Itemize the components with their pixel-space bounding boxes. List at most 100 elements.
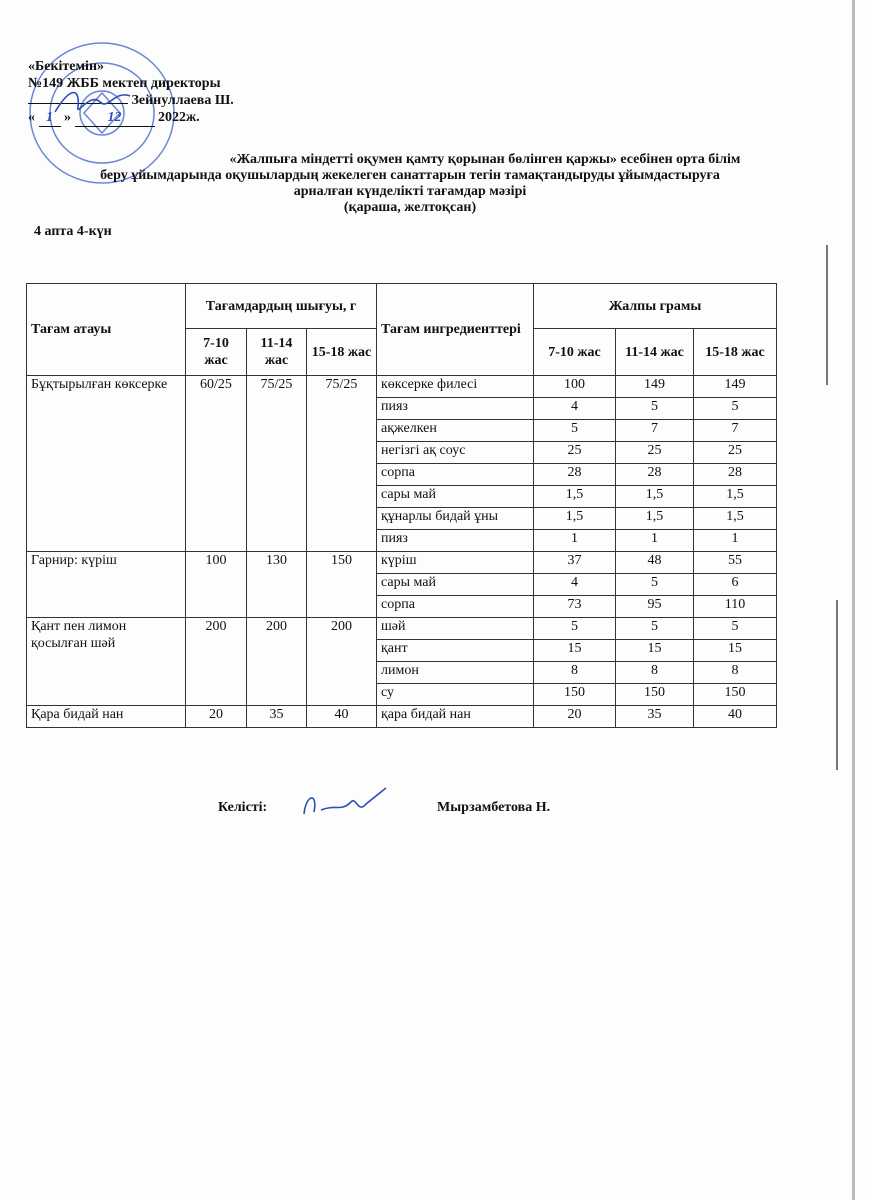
ingredient-grams: 5 [615, 573, 694, 596]
ingredient-grams: 4 [533, 397, 616, 420]
ingredient-name: шәй [376, 617, 534, 640]
ingredient-grams: 15 [533, 639, 616, 662]
table-row: негізгі ақ соус 25 25 25 [27, 441, 777, 464]
dish-output: 60/25 [185, 375, 247, 552]
ingredient-grams: 1,5 [693, 507, 777, 530]
ingredient-name: сары май [376, 485, 534, 508]
approval-block: «Бекітемін» №149 ЖББ мектеп директоры Зе… [28, 58, 234, 127]
ingredient-grams: 28 [533, 463, 616, 486]
dish-output: 75/25 [306, 375, 377, 552]
ingredient-name: ақжелкен [376, 419, 534, 442]
ingredient-grams: 1 [533, 529, 616, 552]
ingredient-grams: 7 [693, 419, 777, 442]
ingredient-grams: 5 [615, 617, 694, 640]
ingredient-grams: 8 [615, 661, 694, 684]
dish-name: Қант пен лимон қосылған шәй [26, 617, 186, 706]
header-total-15-18: 15-18 жас [693, 328, 777, 376]
ingredient-grams: 149 [615, 375, 694, 398]
ingredient-grams: 28 [693, 463, 777, 486]
header-age-7-10: 7-10 жас [185, 328, 247, 376]
ingredient-grams: 110 [693, 595, 777, 618]
ingredient-name: пияз [376, 397, 534, 420]
ingredient-grams: 37 [533, 551, 616, 574]
ingredient-grams: 35 [615, 705, 694, 728]
ingredient-grams: 15 [615, 639, 694, 662]
dish-output: 150 [306, 551, 377, 618]
ingredient-name: сорпа [376, 463, 534, 486]
dish-name: Гарнир: күріш [26, 551, 186, 618]
menu-table: Тағам атауы Тағамдардың шығуы, г Тағам и… [26, 283, 777, 728]
ingredient-grams: 8 [533, 661, 616, 684]
scan-artifact [836, 600, 838, 770]
header-output: Тағамдардың шығуы, г [185, 283, 377, 329]
agreed-name: Мырзамбетова Н. [437, 800, 551, 815]
ingredient-grams: 48 [615, 551, 694, 574]
ingredient-grams: 1,5 [615, 507, 694, 530]
table-row: су 150 150 150 [27, 683, 777, 706]
dish-output: 20 [185, 705, 247, 728]
ingredient-grams: 5 [533, 419, 616, 442]
document-title: «Жалпыға міндетті оқумен қамту қорынан б… [100, 152, 741, 215]
dish-output: 35 [246, 705, 307, 728]
ingredient-name: күріш [376, 551, 534, 574]
agreed-label: Келісті: [218, 800, 268, 815]
ingredient-grams: 150 [615, 683, 694, 706]
table-row: Гарнир: күріш 100 130 150 күріш 37 48 55 [26, 551, 777, 618]
header-total-7-10: 7-10 жас [533, 328, 616, 376]
table-row: Қара бидай нан 20 35 40 қара бидай нан 20 35 40 [26, 705, 777, 728]
director-title: №149 ЖББ мектеп директоры [28, 76, 221, 91]
header-total-11-14: 11-14 жас [615, 328, 694, 376]
ingredient-grams: 150 [693, 683, 777, 706]
week-day-label: 4 апта 4-күн [34, 224, 112, 239]
dish-name: Қара бидай нан [26, 705, 186, 728]
ingredient-grams: 1,5 [615, 485, 694, 508]
header-total: Жалпы грамы [533, 283, 777, 329]
header-age-11-14: 11-14 жас [246, 328, 307, 376]
header-ingredients: Тағам ингредиенттері [376, 283, 534, 376]
ingredient-grams: 5 [693, 617, 777, 640]
header-dish: Тағам атауы [26, 283, 186, 376]
ingredient-grams: 20 [533, 705, 616, 728]
ingredient-grams: 95 [615, 595, 694, 618]
ingredient-grams: 1,5 [533, 507, 616, 530]
dish-output: 40 [306, 705, 377, 728]
ingredient-grams: 8 [693, 661, 777, 684]
table-row: сорпа 73 95 110 [27, 595, 777, 618]
dish-output: 200 [185, 617, 247, 706]
ingredient-grams: 5 [615, 397, 694, 420]
header-age-15-18: 15-18 жас [306, 328, 377, 376]
approval-heading: «Бекітемін» [28, 59, 105, 74]
ingredient-name: сары май [376, 573, 534, 596]
ingredient-grams: 1 [615, 529, 694, 552]
ingredient-grams: 55 [693, 551, 777, 574]
approval-date: « 1 » 12 2022ж. [28, 110, 200, 127]
ingredient-name: су [376, 683, 534, 706]
scan-artifact [826, 245, 828, 385]
dish-name: Бұқтырылған көксерке [26, 375, 186, 552]
ingredient-name: негізгі ақ соус [376, 441, 534, 464]
ingredient-grams: 149 [693, 375, 777, 398]
ingredient-grams: 40 [693, 705, 777, 728]
ingredient-grams: 25 [533, 441, 616, 464]
ingredient-grams: 1 [693, 529, 777, 552]
director-signature [54, 91, 131, 113]
ingredient-grams: 28 [615, 463, 694, 486]
ingredient-grams: 5 [693, 397, 777, 420]
table-row: Қант пен лимон қосылған шәй 200 200 200 шәй 5… [26, 617, 777, 706]
ingredient-grams: 7 [615, 419, 694, 442]
scan-artifact [852, 0, 855, 1200]
dish-output: 130 [246, 551, 307, 618]
ingredient-name: пияз [376, 529, 534, 552]
ingredient-name: қара бидай нан [376, 705, 534, 728]
agreed-signature [303, 787, 387, 815]
ingredient-name: сорпа [376, 595, 534, 618]
ingredient-grams: 15 [693, 639, 777, 662]
dish-output: 200 [306, 617, 377, 706]
ingredient-grams: 1,5 [533, 485, 616, 508]
ingredient-name: лимон [376, 661, 534, 684]
table-row: сары май 4 5 6 [27, 573, 777, 596]
ingredient-grams: 100 [533, 375, 616, 398]
table-row: пияз 4 5 5 [27, 397, 777, 420]
table-row: құнарлы бидай ұны 1,5 1,5 1,5 [27, 507, 777, 530]
